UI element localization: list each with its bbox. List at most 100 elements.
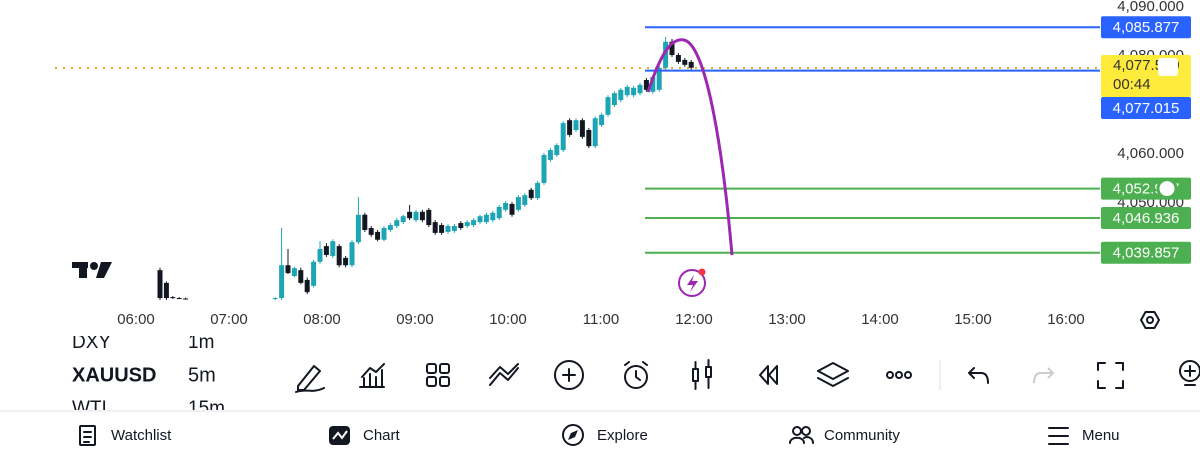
candle-body <box>419 211 425 221</box>
candle-body <box>279 265 285 299</box>
candle-body <box>605 97 611 115</box>
candle-body <box>355 214 361 243</box>
compare[interactable] <box>489 363 519 386</box>
candle-body <box>439 225 445 233</box>
nav-menu[interactable]: Menu <box>1048 427 1120 445</box>
price-label: 4,085.877 <box>1113 19 1180 36</box>
undo[interactable] <box>968 367 989 384</box>
candle-body <box>336 246 342 266</box>
candle-body <box>618 89 624 101</box>
drag-handle[interactable] <box>1156 178 1178 200</box>
candle-body <box>349 242 355 266</box>
nav-label: Community <box>824 427 900 444</box>
candle-body <box>183 298 189 300</box>
x-tick-label: 06:00 <box>117 311 155 328</box>
symbol-picker[interactable]: DXY 1m XAUUSD 5m WTI 15m <box>72 332 225 419</box>
alert[interactable] <box>624 361 648 389</box>
candle-body <box>311 261 317 286</box>
candle-body <box>675 55 681 62</box>
templates[interactable] <box>426 363 450 387</box>
candle-body <box>407 211 413 219</box>
candle-body <box>368 227 374 235</box>
candle-body <box>330 241 336 256</box>
candle-body <box>592 118 598 147</box>
candle-body <box>451 226 457 231</box>
redo <box>1033 367 1055 384</box>
price-label: 4,077.015 <box>1113 100 1180 117</box>
chart-type[interactable] <box>692 359 712 390</box>
nav-label: Watchlist <box>111 427 172 444</box>
candle-body <box>298 270 304 283</box>
replay[interactable] <box>759 365 778 385</box>
candle-body <box>483 214 489 223</box>
nav-community[interactable]: Community <box>789 426 900 444</box>
candle-body <box>176 298 182 300</box>
candle-body <box>522 195 528 205</box>
countdown: 00:44 <box>1113 76 1151 93</box>
candle-body <box>432 222 438 233</box>
y-tick-label: 4,090.000 <box>1117 0 1184 15</box>
candle-body <box>323 246 329 255</box>
candle-body <box>458 223 464 228</box>
indicators[interactable] <box>359 363 385 388</box>
price-label: 4,046.936 <box>1113 210 1180 227</box>
candle-body <box>656 67 662 90</box>
candle-body <box>503 203 509 210</box>
interval: 15m <box>188 398 225 419</box>
nav-watchlist[interactable]: Watchlist <box>79 425 172 446</box>
symbol: WTI <box>72 398 107 419</box>
x-tick-label: 11:00 <box>583 311 619 328</box>
candle-body <box>445 226 451 232</box>
fullscreen[interactable] <box>1097 362 1124 389</box>
candle-body <box>496 206 502 219</box>
candle-body <box>528 189 534 199</box>
candle-body <box>541 154 547 183</box>
drawing-curve <box>646 38 734 256</box>
interval: 5m <box>188 364 216 386</box>
layers[interactable] <box>817 362 849 387</box>
nav-explore[interactable]: Explore <box>562 424 648 446</box>
candle-body <box>624 86 630 96</box>
candle-body <box>509 203 515 215</box>
candle-body <box>477 216 483 223</box>
x-tick-label: 13:00 <box>768 311 806 328</box>
more[interactable] <box>886 371 912 379</box>
candle-body <box>643 80 649 90</box>
settings-icon[interactable] <box>1140 311 1160 329</box>
candle-body <box>599 114 605 126</box>
alert-button[interactable] <box>1158 58 1178 77</box>
candle-body <box>304 279 310 293</box>
candle-body <box>650 77 656 92</box>
candle-body <box>400 216 406 223</box>
ideas[interactable] <box>1179 360 1200 386</box>
candle-body <box>579 120 585 137</box>
nav-chart[interactable]: Chart <box>329 426 401 445</box>
candle-body <box>682 59 688 65</box>
interval: 1m <box>188 332 214 353</box>
candle-body <box>317 249 323 262</box>
candle-body <box>663 41 669 68</box>
x-tick-label: 09:00 <box>396 311 434 328</box>
candle-body <box>387 225 393 230</box>
candle-body <box>567 120 573 135</box>
candle-body <box>362 214 368 230</box>
candle-body <box>586 129 592 147</box>
add[interactable] <box>554 360 584 390</box>
candle-body <box>515 197 521 210</box>
symbol: DXY <box>72 332 111 353</box>
flash-icon[interactable] <box>678 268 706 297</box>
candle-body <box>560 123 566 151</box>
chart: 4,090.0004,080.0004,060.0004,050.00006:0… <box>55 0 1191 328</box>
x-tick-label: 15:00 <box>954 311 992 328</box>
candle-body <box>611 93 617 105</box>
nav-label: Chart <box>363 427 401 444</box>
candle-body <box>381 227 387 240</box>
candle-body <box>413 211 419 221</box>
candle-body <box>669 41 675 56</box>
x-tick-label: 16:00 <box>1047 311 1085 328</box>
price-label: 4,039.857 <box>1113 245 1180 262</box>
draw-tool[interactable] <box>295 365 325 393</box>
toolbar <box>295 359 1200 393</box>
candle-body <box>163 282 169 299</box>
